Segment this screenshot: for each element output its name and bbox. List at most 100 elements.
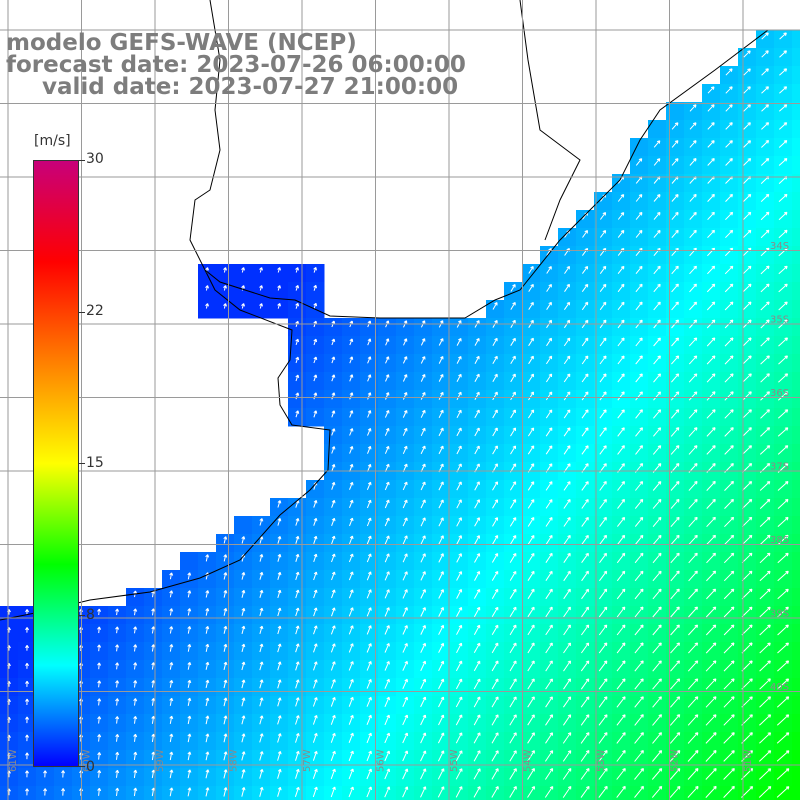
wind-speed-cell [720, 282, 739, 301]
wind-speed-cell [558, 534, 577, 553]
wind-arrow [313, 500, 318, 508]
wind-arrow [670, 409, 680, 419]
wind-arrow [474, 391, 480, 401]
wind-arrow [313, 392, 318, 400]
wind-arrow [151, 608, 156, 616]
wind-speed-cell [720, 192, 739, 211]
wind-speed-cell [90, 732, 109, 751]
wind-speed-cell [576, 300, 595, 319]
wind-speed-cell [666, 588, 685, 607]
wind-arrow [97, 626, 102, 634]
wind-speed-cell [702, 534, 721, 553]
wind-speed-cell [774, 84, 793, 103]
wind-arrow [491, 750, 499, 762]
wind-arrow [384, 571, 390, 581]
wind-speed-cell [648, 318, 667, 337]
wind-speed-cell [486, 300, 505, 319]
wind-speed-cell [792, 282, 800, 301]
wind-arrow [420, 553, 426, 563]
wind-speed-cell [396, 588, 415, 607]
wind-speed-cell [396, 498, 415, 517]
wind-arrow [241, 303, 245, 309]
wind-speed-cell [702, 714, 721, 733]
wind-speed-cell [684, 174, 703, 193]
wind-arrow [563, 301, 571, 310]
wind-speed-cell [666, 156, 685, 175]
wind-speed-cell [756, 102, 775, 121]
wind-speed-cell [468, 336, 487, 355]
wind-speed-cell [738, 408, 757, 427]
wind-speed-cell [0, 714, 19, 733]
wind-speed-cell [468, 372, 487, 391]
wind-arrow [689, 211, 697, 220]
wind-arrow [598, 588, 608, 600]
wind-speed-cell [738, 84, 757, 103]
wind-arrow [438, 355, 444, 364]
wind-arrow [97, 644, 102, 652]
wind-arrow [687, 678, 699, 690]
wind-speed-cell [648, 228, 667, 247]
wind-speed-cell [306, 282, 325, 301]
wind-speed-cell [540, 606, 559, 625]
wind-arrow [205, 679, 210, 689]
wind-speed-cell [648, 282, 667, 301]
wind-speed-cell [558, 570, 577, 589]
wind-arrow [420, 750, 427, 762]
wind-speed-cell [648, 516, 667, 535]
wind-arrow [742, 481, 753, 491]
wind-arrow [25, 680, 30, 687]
wind-speed-cell [522, 606, 541, 625]
wind-speed-cell [792, 210, 800, 229]
wind-arrow [777, 660, 790, 672]
wind-arrow [223, 697, 228, 707]
wind-arrow [330, 697, 336, 707]
wind-arrow [169, 787, 174, 797]
wind-arrow [670, 445, 680, 455]
wind-speed-cell [684, 408, 703, 427]
wind-arrow [599, 337, 607, 347]
wind-speed-cell [216, 282, 235, 301]
wind-speed-cell [756, 588, 775, 607]
wind-speed-cell [792, 768, 800, 787]
wind-arrow [687, 785, 699, 798]
wind-speed-cell [432, 642, 451, 661]
wind-speed-cell [396, 354, 415, 373]
wind-arrow [688, 642, 699, 654]
wind-arrow [331, 356, 336, 364]
wind-speed-cell [792, 786, 800, 800]
wind-arrow [115, 698, 120, 706]
wind-speed-cell [378, 750, 397, 769]
wind-arrow [546, 301, 552, 310]
wind-arrow [384, 517, 390, 527]
wind-speed-cell [18, 732, 37, 751]
wind-arrow [527, 499, 535, 509]
wind-arrow [241, 267, 245, 273]
wind-arrow [724, 337, 734, 347]
wind-arrow [707, 104, 715, 112]
wind-arrow [384, 768, 391, 780]
wind-speed-cell [360, 318, 379, 337]
wind-arrow [545, 624, 553, 636]
wind-arrow [455, 678, 463, 690]
wind-arrow [723, 678, 735, 690]
wind-arrow [510, 301, 516, 310]
wind-arrow [527, 696, 535, 708]
wind-speed-cell [594, 228, 613, 247]
wind-arrow [634, 588, 644, 600]
wind-speed-cell [648, 210, 667, 229]
wind-arrow [563, 355, 571, 365]
wind-speed-cell [216, 642, 235, 661]
wind-speed-cell [774, 768, 793, 787]
wind-arrow [366, 786, 372, 798]
wind-speed-cell [702, 390, 721, 409]
wind-speed-cell [504, 768, 523, 787]
wind-arrow [761, 50, 769, 58]
wind-arrow [25, 734, 30, 742]
wind-speed-cell [702, 174, 721, 193]
wind-arrow [438, 624, 445, 635]
wind-arrow [723, 785, 735, 798]
wind-speed-cell [486, 660, 505, 679]
wind-arrow [169, 769, 174, 779]
wind-arrow [598, 696, 608, 708]
wind-speed-cell [702, 444, 721, 463]
